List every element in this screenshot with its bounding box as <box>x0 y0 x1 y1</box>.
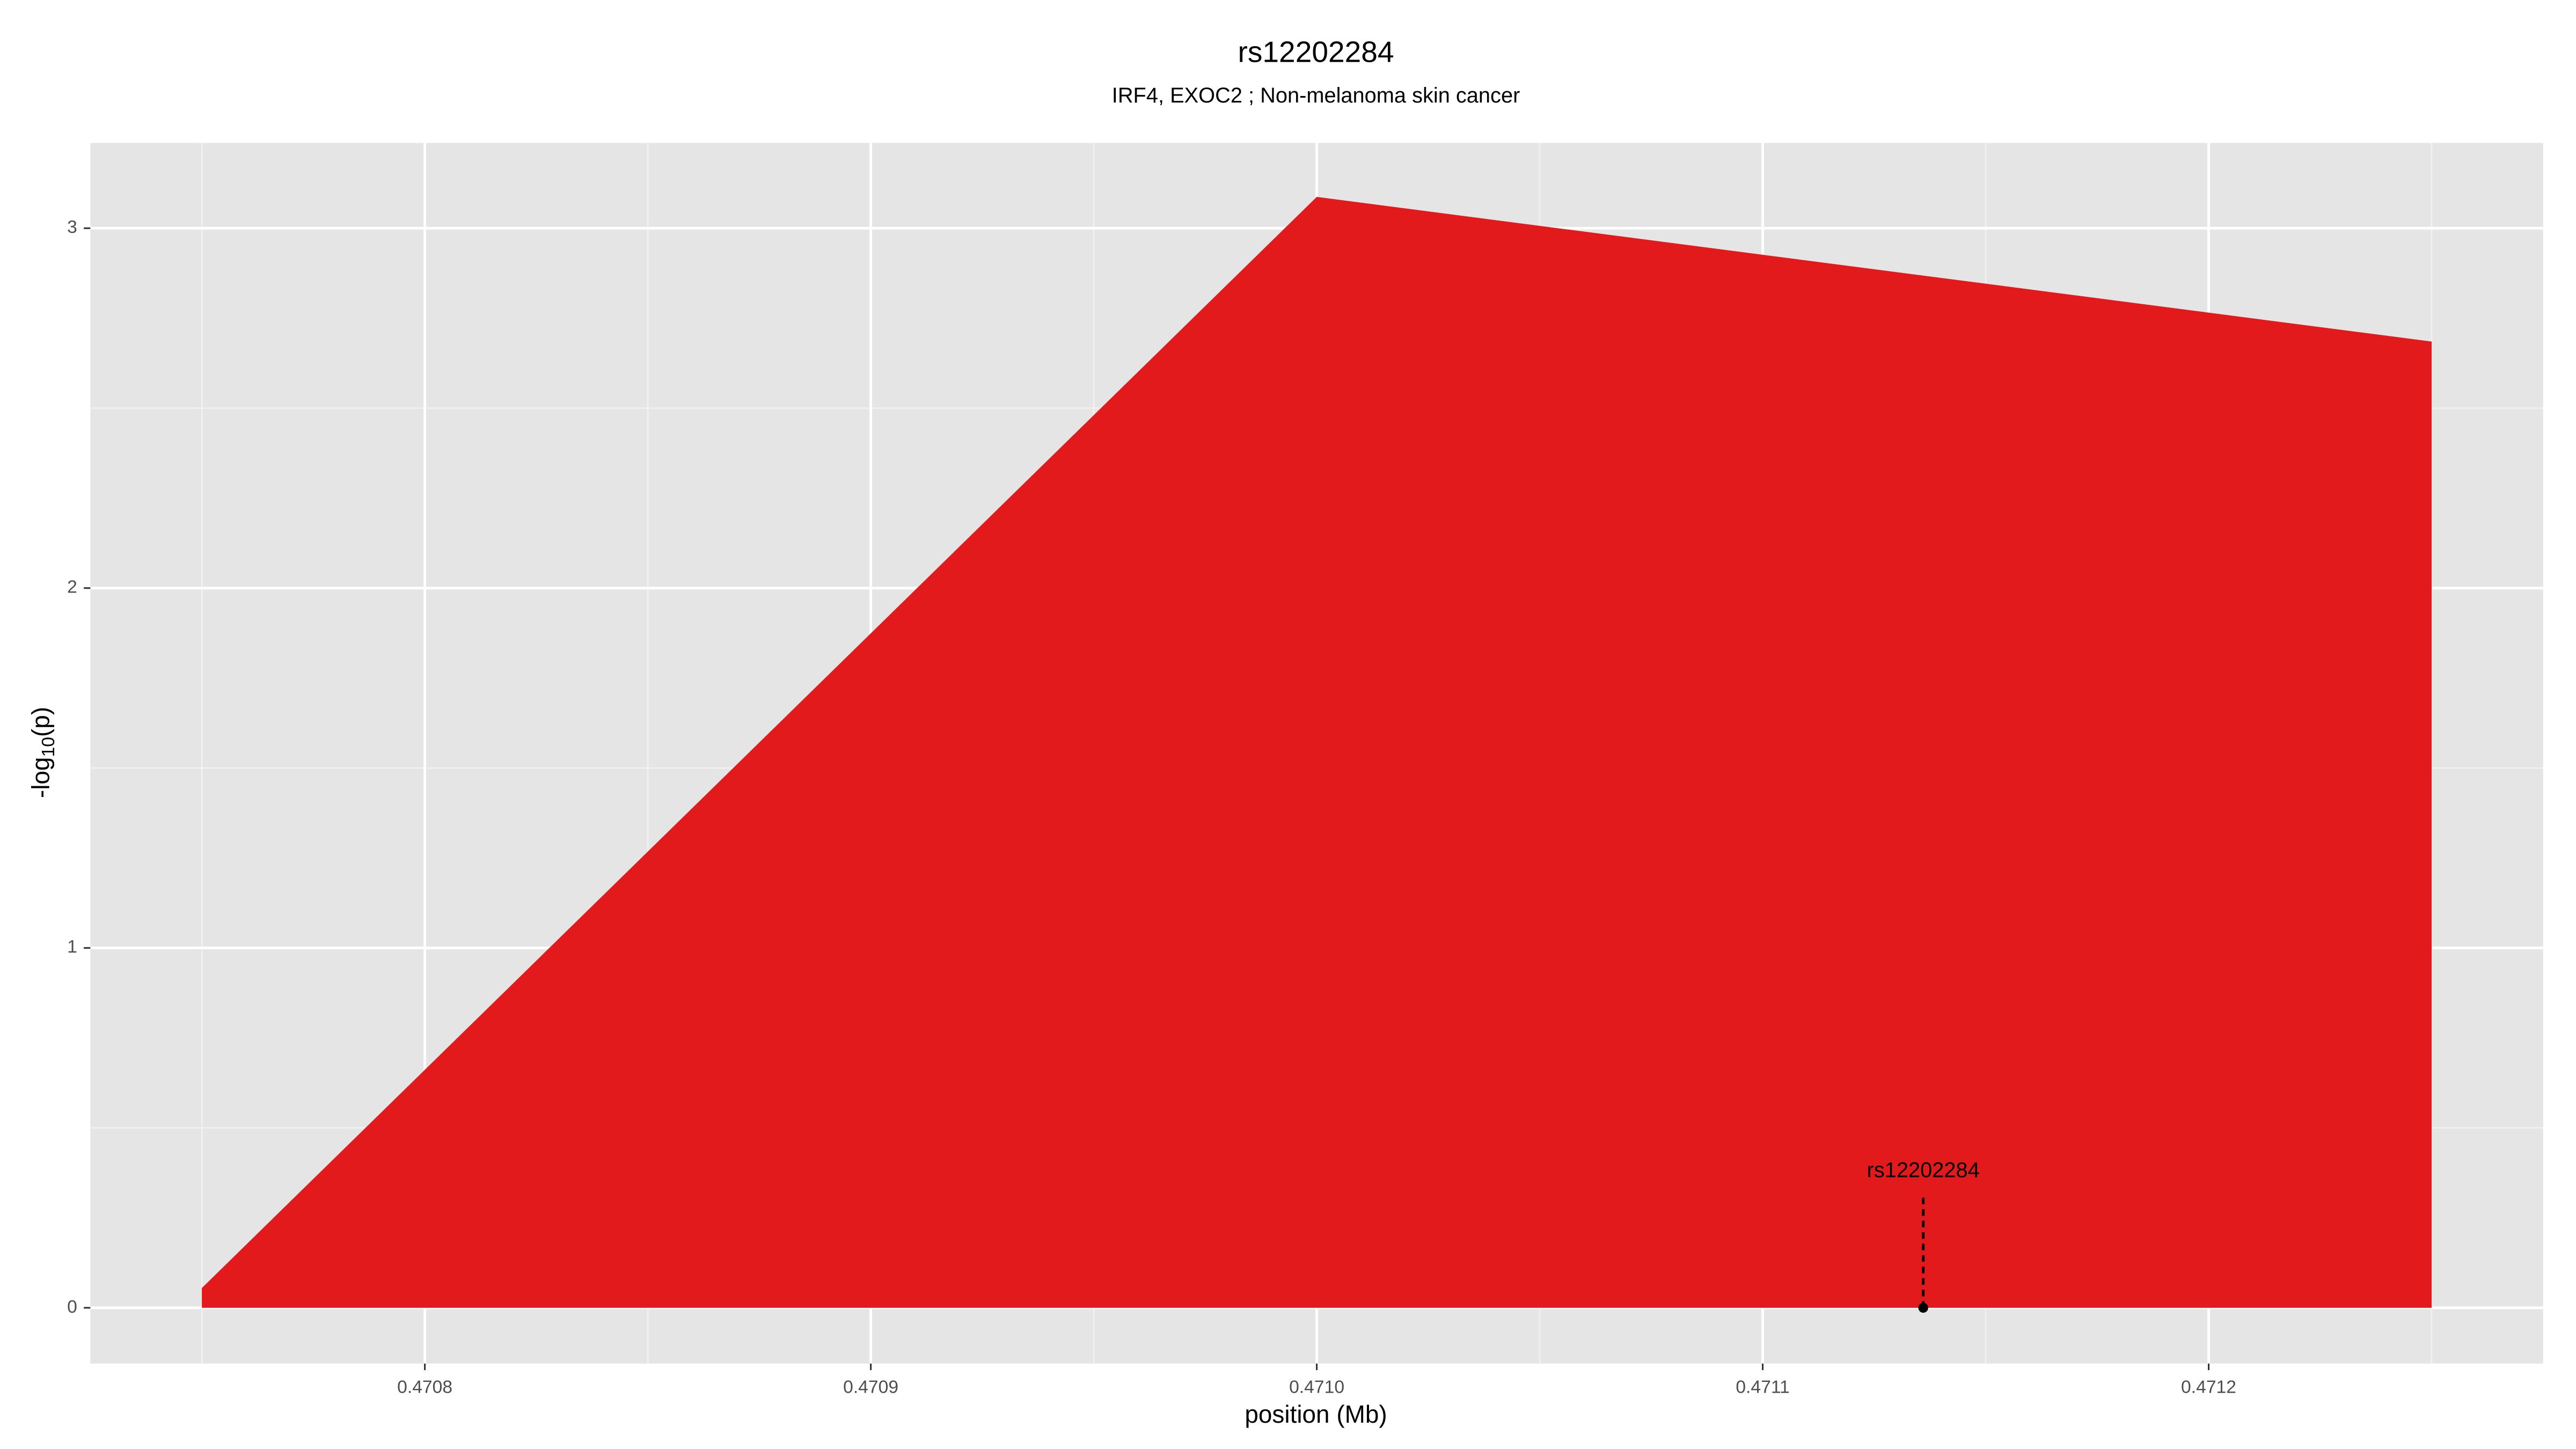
annotation-label: rs12202284 <box>1867 1158 1980 1182</box>
y-label-subscript: 10 <box>39 737 58 757</box>
x-tick-label: 0.4712 <box>2181 1378 2236 1397</box>
area <box>202 196 2432 1308</box>
x-tick-label: 0.4710 <box>1289 1378 1344 1397</box>
y-label-base: -log <box>27 757 55 799</box>
chart-subtitle: IRF4, EXOC2 ; Non-melanoma skin cancer <box>1112 84 1520 107</box>
y-tick-label: 3 <box>67 217 77 237</box>
x-tick-label: 0.4709 <box>843 1378 898 1397</box>
x-tick-label: 0.4708 <box>397 1378 452 1397</box>
x-tick-label: 0.4711 <box>1736 1378 1789 1397</box>
y-label-suffix: (p) <box>27 707 55 737</box>
y-tick-label: 1 <box>67 937 77 957</box>
chart-title: rs12202284 <box>1238 35 1394 69</box>
y-axis-label: -log10(p) <box>27 707 58 798</box>
y-tick-label: 2 <box>67 577 77 597</box>
annotation-point <box>1918 1302 1928 1313</box>
x-axis-label: position (Mb) <box>1245 1400 1387 1428</box>
y-tick-label: 0 <box>67 1297 77 1317</box>
